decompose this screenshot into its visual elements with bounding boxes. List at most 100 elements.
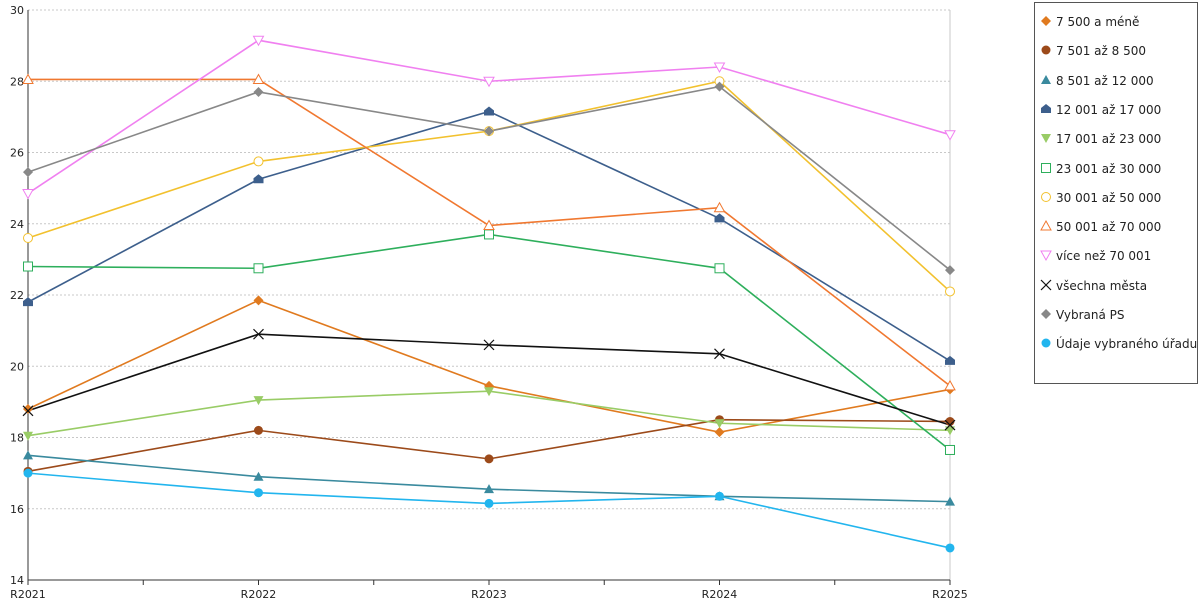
- data-point: [253, 471, 264, 481]
- data-point: [484, 126, 494, 137]
- data-point: [253, 263, 264, 274]
- legend-marker: [1041, 45, 1051, 55]
- y-tick-label: 22: [10, 289, 24, 302]
- legend-item: Údaje vybraného úřadu: [1035, 329, 1199, 358]
- legend-label: 23 001 až 30 000: [1056, 161, 1162, 176]
- legend: 7 500 a méně 7 501 až 8 500 8 501 až 12 00…: [1034, 2, 1198, 384]
- data-point: [1041, 16, 1051, 26]
- legend-marker: [1041, 103, 1051, 113]
- legend-marker: [1040, 279, 1052, 291]
- legend-marker: [1041, 191, 1051, 202]
- x-tick-label: R2022: [241, 588, 277, 600]
- data-point-stroke: [944, 419, 956, 431]
- legend-marker: [1041, 338, 1051, 348]
- y-tick-label: 20: [10, 360, 24, 373]
- grid-lines: [28, 9, 951, 580]
- data-point: [1040, 220, 1052, 231]
- data-point: [252, 73, 265, 84]
- x-tick-label: R2024: [702, 588, 738, 600]
- legend-item: 50 001 až 70 000: [1035, 212, 1199, 241]
- legend-item: více než 70 001: [1035, 241, 1199, 270]
- y-tick-label: 28: [10, 75, 24, 88]
- data-point: [23, 431, 33, 441]
- data-point: [1041, 103, 1051, 113]
- data-point: [945, 444, 955, 455]
- data-point: [713, 62, 726, 74]
- y-tick-label: 16: [10, 503, 24, 516]
- axes: 14 16 18 20 22 24 26 28 30 R2021 R2022 R2023 R2024 R2…: [10, 4, 968, 600]
- data-point: [1041, 134, 1051, 144]
- data-point: [1041, 162, 1051, 173]
- data-point: [23, 450, 33, 460]
- series-line: [27, 39, 951, 195]
- legend-item: 23 001 až 30 000: [1035, 154, 1199, 183]
- data-point: [483, 76, 495, 88]
- data-point: [713, 201, 726, 213]
- legend-label: Vybraná PS: [1056, 308, 1125, 322]
- data-point: [945, 416, 955, 426]
- y-tick-label: 26: [10, 147, 24, 160]
- data-point: [945, 265, 955, 276]
- legend-label: 30 001 až 50 000: [1056, 190, 1162, 205]
- data-point: [252, 35, 265, 47]
- legend-item: 8 501 až 12 000: [1035, 66, 1199, 95]
- legend-label: všechna města: [1056, 278, 1148, 293]
- data-point: [22, 188, 34, 200]
- data-point: [484, 106, 494, 116]
- legend-label: Údaje vybraného úřadu: [1056, 337, 1198, 352]
- legend-item: 17 001 až 23 000: [1035, 124, 1199, 153]
- data-point-stroke: [22, 405, 34, 417]
- y-tick-label: 24: [10, 218, 24, 231]
- legend-item: 7 501 až 8 500: [1035, 36, 1199, 65]
- x-tick-label: R2025: [932, 588, 968, 600]
- legend-label: 7 501 až 8 500: [1056, 44, 1146, 59]
- data-point: [1041, 309, 1051, 319]
- data-point: [23, 167, 33, 178]
- y-tick-label: 14: [10, 574, 24, 587]
- data-point: [483, 339, 495, 351]
- data-point: [22, 405, 34, 417]
- data-point: [714, 348, 725, 360]
- x-tick-label: R2023: [471, 588, 507, 600]
- data-point: [714, 213, 725, 223]
- data-point-stroke: [714, 348, 725, 360]
- x-tick-label: R2021: [10, 588, 46, 600]
- data-point: [254, 425, 263, 435]
- legend-label: více než 70 001: [1056, 249, 1152, 264]
- legend-label: 17 001 až 23 000: [1056, 132, 1162, 147]
- data-point: [1041, 338, 1051, 348]
- data-point: [714, 427, 725, 438]
- legend-marker: [1041, 74, 1051, 84]
- data-point: [253, 328, 264, 340]
- data-point: [253, 156, 264, 167]
- data-point: [944, 130, 956, 141]
- legend-marker: [1041, 309, 1051, 319]
- data-point: [484, 387, 494, 397]
- y-tick-label: 18: [10, 432, 24, 445]
- legend-label: 8 501 až 12 000: [1056, 73, 1154, 88]
- legend-label: 50 001 až 70 000: [1056, 220, 1162, 235]
- legend-item: Vybraná PS: [1035, 300, 1199, 329]
- data-point-stroke: [483, 339, 495, 351]
- series-line: [27, 418, 951, 473]
- data-point: [945, 286, 955, 297]
- data-point: [484, 229, 494, 240]
- series-lines: [27, 39, 951, 549]
- data-point: [23, 261, 33, 272]
- legend-item: 12 001 až 17 000: [1035, 95, 1199, 124]
- data-markers: [22, 35, 956, 553]
- data-point: [484, 498, 494, 508]
- line-chart: 14 16 18 20 22 24 26 28 30 R2021 R2022 R2023 R2024 R2…: [10, 4, 968, 600]
- data-point: [484, 484, 494, 494]
- y-tick-label: 30: [10, 4, 24, 17]
- data-point: [945, 543, 955, 553]
- data-point: [254, 488, 263, 498]
- data-point: [23, 297, 33, 307]
- legend-marker: [1041, 162, 1051, 173]
- series-line: [27, 233, 951, 451]
- legend-item: 7 500 a méně: [1035, 7, 1199, 36]
- series-line: [27, 390, 951, 437]
- data-point: [945, 496, 955, 506]
- data-point: [714, 419, 725, 429]
- legend-marker: [1040, 250, 1052, 262]
